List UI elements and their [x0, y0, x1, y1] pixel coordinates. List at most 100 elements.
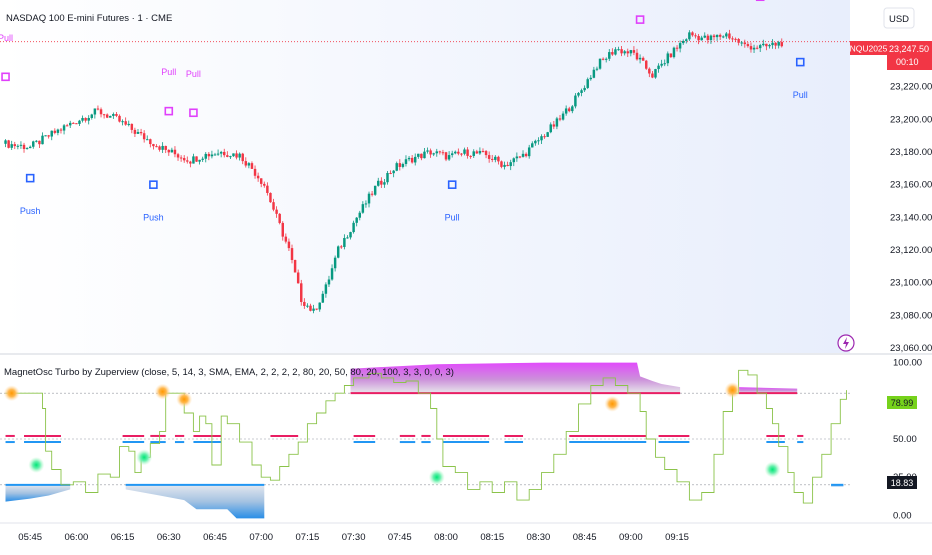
- candle-body: [614, 49, 616, 54]
- candle-body: [531, 143, 533, 147]
- candle-body: [596, 69, 598, 70]
- candle-body: [497, 157, 499, 162]
- candle-body: [371, 194, 373, 195]
- candle-body: [768, 45, 770, 46]
- candle-body: [519, 157, 521, 158]
- candle-body: [482, 151, 484, 152]
- time-tick-label: 08:30: [527, 532, 551, 543]
- candle-body: [429, 150, 431, 154]
- candle-body: [460, 154, 462, 155]
- candle-body: [47, 135, 49, 136]
- candle-body: [605, 59, 607, 60]
- candle-body: [10, 144, 12, 148]
- candle-body: [306, 306, 308, 307]
- candle-body: [491, 159, 493, 160]
- instrument-title: NASDAQ 100 E-mini Futures · 1 · CME: [6, 13, 172, 24]
- candle-body: [109, 116, 111, 118]
- candle-body: [562, 114, 564, 120]
- time-tick-label: 07:15: [296, 532, 320, 543]
- candle-body: [670, 53, 672, 57]
- time-tick-label: 06:00: [64, 532, 88, 543]
- candle-body: [710, 36, 712, 41]
- candle-body: [41, 136, 43, 145]
- candle-body: [402, 164, 404, 167]
- pull-label: Pull: [0, 33, 13, 43]
- candle-body: [251, 163, 253, 169]
- candle-body: [241, 154, 243, 161]
- candle-body: [57, 130, 59, 133]
- candle-body: [164, 146, 166, 150]
- candle-body: [423, 152, 425, 159]
- candle-body: [707, 36, 709, 40]
- candle-body: [645, 61, 647, 69]
- candle-body: [214, 154, 216, 155]
- candle-body: [254, 169, 256, 176]
- candle-body: [201, 159, 203, 160]
- orange-signal-marker: [604, 396, 620, 412]
- candle-body: [771, 43, 773, 45]
- candle-body: [756, 48, 758, 49]
- candle-body: [682, 41, 684, 43]
- candle-body: [411, 158, 413, 163]
- candle-body: [97, 109, 99, 110]
- candle-body: [180, 158, 182, 159]
- candle-body: [137, 132, 139, 134]
- candle-body: [676, 48, 678, 49]
- candle-body: [580, 90, 582, 93]
- candle-body: [728, 33, 730, 38]
- candle-body: [734, 39, 736, 40]
- candle-body: [94, 109, 96, 115]
- candle-body: [69, 123, 71, 125]
- candle-body: [186, 160, 188, 161]
- candle-body: [777, 42, 779, 46]
- push-label: Push: [20, 206, 41, 216]
- candle-body: [368, 194, 370, 204]
- candle-body: [383, 182, 385, 184]
- candle-body: [282, 223, 284, 237]
- candle-body: [503, 165, 505, 167]
- candle-body: [691, 32, 693, 35]
- candle-body: [198, 160, 200, 162]
- candle-body: [60, 130, 62, 131]
- candle-body: [660, 64, 662, 66]
- candle-body: [451, 153, 453, 155]
- candle-body: [759, 45, 761, 48]
- candle-body: [574, 96, 576, 107]
- candle-body: [506, 165, 508, 166]
- candle-body: [405, 159, 407, 164]
- candle-body: [195, 156, 197, 161]
- time-tick-label: 07:45: [388, 532, 412, 543]
- candle-body: [593, 70, 595, 78]
- candle-body: [309, 306, 311, 311]
- green-signal-marker: [429, 469, 445, 485]
- price-tick-label: 23,100.00: [890, 278, 932, 289]
- candle-body: [35, 141, 37, 142]
- candle-body: [704, 36, 706, 38]
- price-tick-label: 23,060.00: [890, 343, 932, 354]
- candle-body: [466, 149, 468, 155]
- candle-body: [266, 186, 268, 193]
- price-axis-ticks: 23,220.0023,200.0023,180.0023,160.0023,1…: [890, 82, 932, 354]
- orange-signal-marker: [4, 385, 20, 401]
- candle-body: [685, 39, 687, 41]
- candle-body: [223, 152, 225, 155]
- candle-body: [155, 146, 157, 147]
- candle-body: [457, 152, 459, 154]
- candle-body: [20, 145, 22, 146]
- candle-body: [448, 155, 450, 159]
- time-tick-label: 06:30: [157, 532, 181, 543]
- candle-body: [513, 158, 515, 162]
- time-tick-label: 06:45: [203, 532, 227, 543]
- candle-body: [737, 39, 739, 43]
- candle-body: [112, 114, 114, 116]
- candle-body: [4, 140, 6, 143]
- candle-body: [260, 178, 262, 184]
- candle-body: [568, 108, 570, 111]
- candle-body: [124, 121, 126, 124]
- candle-body: [297, 273, 299, 284]
- candle-body: [611, 52, 613, 54]
- candle-body: [417, 154, 419, 157]
